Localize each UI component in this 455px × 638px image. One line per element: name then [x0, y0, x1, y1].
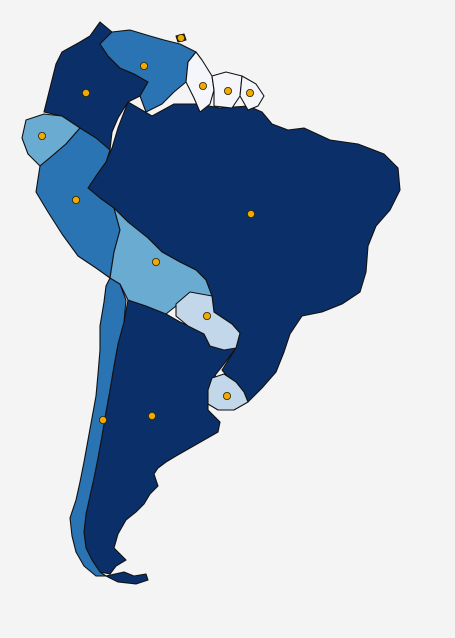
country-uruguay[interactable]: [207, 373, 249, 411]
country-venezuela[interactable]: [99, 29, 197, 113]
country-guyana[interactable]: [185, 51, 215, 113]
capital-marker-ecuador[interactable]: [38, 131, 47, 140]
capital-marker-brazil[interactable]: [246, 209, 255, 218]
capital-marker-paraguay[interactable]: [202, 311, 211, 320]
capital-marker-venezuela[interactable]: [139, 62, 148, 71]
country-chile[interactable]: [69, 277, 127, 577]
capital-marker-bolivia[interactable]: [151, 257, 160, 266]
capital-marker-chile[interactable]: [99, 415, 108, 424]
capital-marker-suriname[interactable]: [223, 87, 232, 96]
capital-marker-guyana[interactable]: [198, 82, 207, 91]
country-paraguay[interactable]: [175, 291, 241, 351]
capital-marker-french-guiana[interactable]: [245, 89, 254, 98]
capital-marker-peru[interactable]: [72, 195, 81, 204]
capital-marker-trinidad[interactable]: [176, 34, 185, 43]
capital-marker-argentina[interactable]: [147, 411, 156, 420]
capital-marker-colombia[interactable]: [82, 89, 91, 98]
capital-markers: [38, 34, 255, 424]
capital-marker-uruguay[interactable]: [222, 391, 231, 400]
